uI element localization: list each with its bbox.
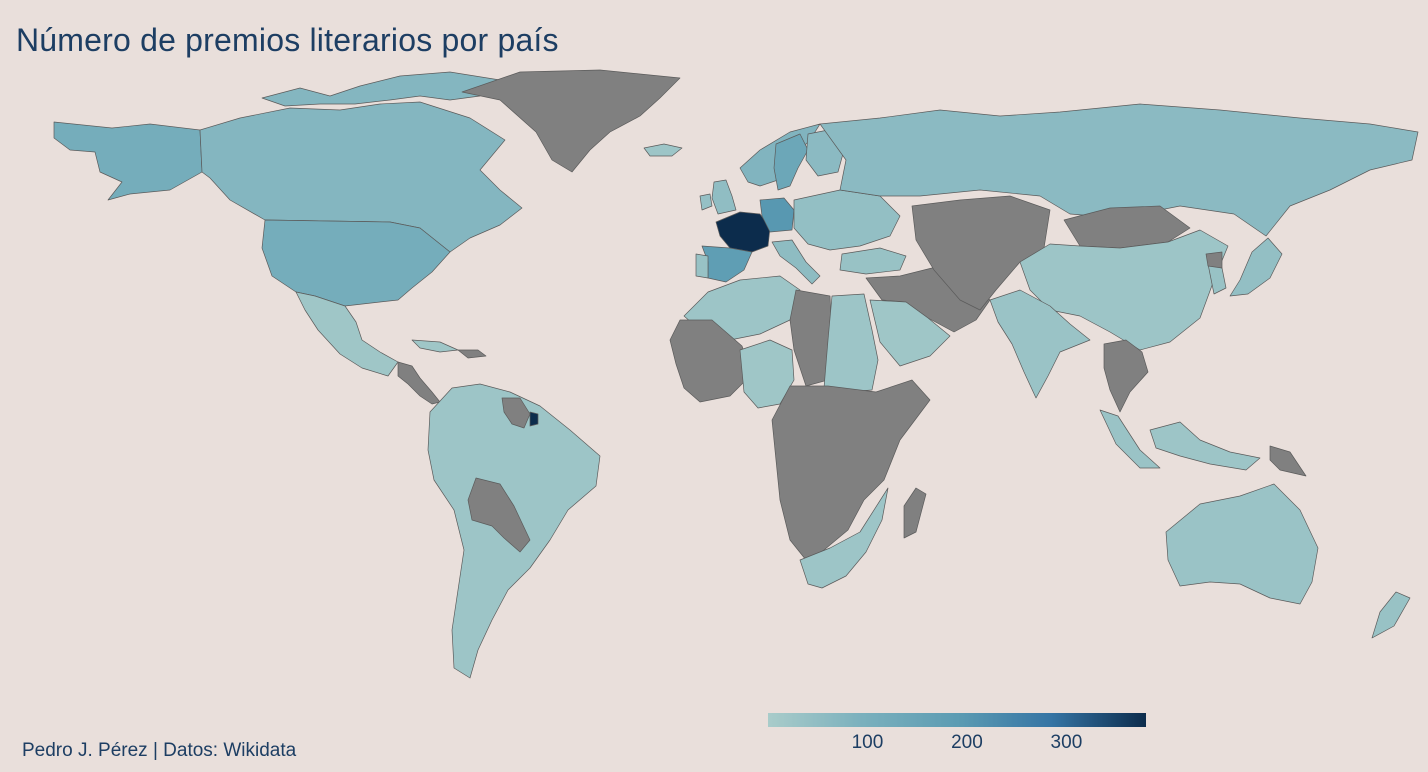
- region-guyana-suriname: [501, 397, 531, 429]
- region-australia: [1165, 483, 1319, 605]
- region-canada: [199, 101, 523, 253]
- region-iceland: [643, 143, 683, 157]
- legend-color-bar: [768, 713, 1146, 727]
- region-southern-africa: [799, 487, 889, 589]
- region-italy: [771, 239, 821, 285]
- legend-tick-200: 200: [951, 732, 983, 753]
- legend-tick-100: 100: [851, 732, 884, 753]
- region-canada-islands: [261, 71, 501, 107]
- region-alaska: [53, 121, 203, 201]
- region-central-america-nodata: [397, 361, 441, 405]
- region-egypt-sudan: [823, 293, 879, 393]
- region-germany: [759, 197, 795, 233]
- region-cuba: [411, 339, 459, 353]
- region-france: [715, 211, 771, 253]
- region-greenland: [461, 69, 681, 173]
- region-india: [989, 289, 1091, 399]
- region-sweden: [773, 133, 809, 191]
- region-russia: [819, 103, 1419, 237]
- region-eastern-europe: [793, 189, 901, 251]
- color-legend: 100 200 300: [768, 712, 1146, 760]
- source-credit: Pedro J. Pérez | Datos: Wikidata: [22, 740, 297, 761]
- region-new-zealand: [1371, 591, 1411, 639]
- region-north-korea: [1205, 251, 1223, 269]
- region-china: [1019, 229, 1229, 351]
- region-central-asia-nodata: [911, 195, 1051, 311]
- region-southeast-asia: [1099, 409, 1161, 469]
- region-bolivia-paraguay: [467, 477, 531, 553]
- region-central-east-africa: [771, 379, 931, 561]
- region-west-africa-nodata: [669, 319, 753, 403]
- region-libya-chad: [789, 289, 833, 387]
- legend-tick-300: 300: [1050, 732, 1083, 753]
- region-indonesia: [1149, 421, 1261, 471]
- map-title: Número de premios literarios por país: [16, 22, 559, 58]
- region-japan: [1229, 237, 1283, 297]
- region-portugal: [695, 253, 709, 279]
- region-hispaniola: [457, 349, 487, 359]
- region-indochina-nodata: [1103, 339, 1149, 413]
- region-ireland: [699, 193, 713, 211]
- region-usa: [261, 219, 451, 307]
- region-spain: [701, 245, 753, 283]
- region-uk: [711, 179, 737, 215]
- region-turkey: [839, 247, 907, 275]
- region-saudi-arabia: [869, 299, 951, 367]
- region-french-guiana: [529, 411, 539, 427]
- region-madagascar: [903, 487, 927, 539]
- region-papua-new-guinea: [1269, 445, 1307, 477]
